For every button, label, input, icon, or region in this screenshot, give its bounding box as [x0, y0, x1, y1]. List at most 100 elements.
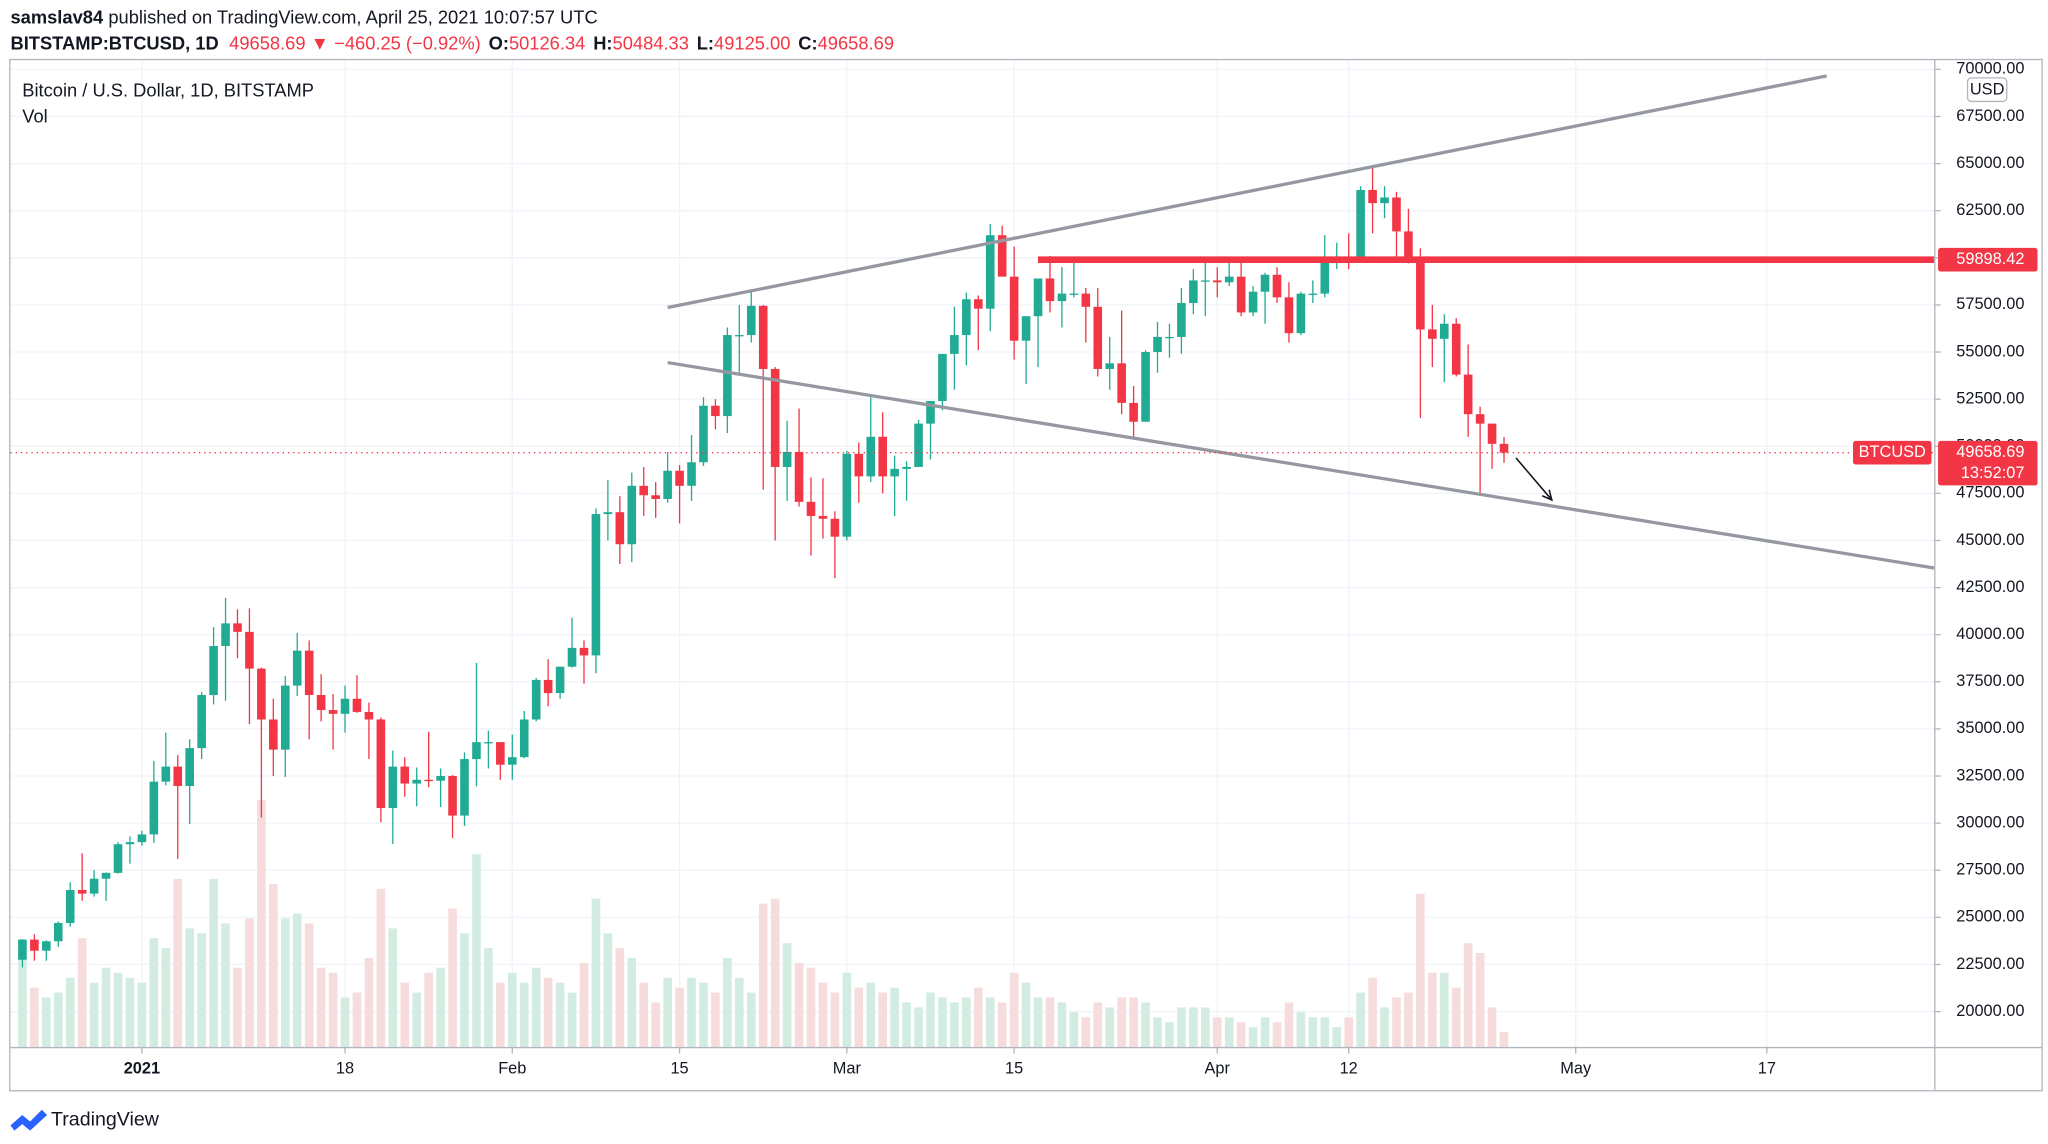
candle-body [137, 834, 147, 843]
candle-body [878, 436, 887, 477]
volume-bar [663, 977, 672, 1047]
volume-bar [770, 898, 780, 1047]
candle-body [388, 766, 398, 809]
publish-line: samslav84 published on TradingView.com, A… [10, 6, 597, 27]
volume-bar [567, 992, 577, 1047]
currency[interactable]: USD [1970, 81, 2005, 99]
candle-body [53, 922, 63, 942]
y-tick-label: 57500.00 [1956, 295, 2024, 313]
candle-body [615, 512, 625, 545]
price-label-box [1938, 247, 2038, 272]
candle-body [997, 235, 1007, 277]
candle-body [1033, 278, 1043, 317]
candle-body [484, 742, 493, 744]
last-price-label: 49658.69 [1956, 443, 2024, 461]
ohlc-label: L: [697, 32, 714, 53]
volume-bar [758, 903, 768, 1047]
y-tick-label: 47500.00 [1956, 484, 2024, 502]
volume-bar [1201, 1007, 1210, 1047]
volume-bar [1057, 1002, 1067, 1047]
candle-body [902, 466, 911, 469]
y-tick-label: 62500.00 [1956, 201, 2024, 219]
candle-body [1392, 197, 1401, 232]
currency-box[interactable] [1966, 77, 2008, 103]
candle-body [854, 453, 864, 477]
volume-bar [1260, 1017, 1270, 1047]
y-tick-label: 55000.00 [1956, 342, 2024, 360]
volume-bar [1093, 1002, 1103, 1047]
candle-body [651, 495, 660, 499]
volume-bar [161, 948, 171, 1047]
x-tick-label: Apr [1205, 1059, 1231, 1077]
candle-body [1416, 257, 1425, 330]
candle-body [1009, 276, 1019, 341]
candle-body [197, 694, 206, 749]
volume-bar [245, 918, 254, 1047]
candle-body [1368, 189, 1377, 204]
brand-logo[interactable]: TradingView [10, 1108, 160, 1131]
x-tick-label: 12 [1340, 1059, 1358, 1077]
candle-body [1475, 414, 1485, 424]
volume-bar [1332, 1027, 1342, 1047]
volume-bar [65, 977, 75, 1047]
volume-bar [830, 992, 840, 1047]
candle-body [101, 872, 111, 879]
volume-bar [950, 1002, 959, 1047]
volume-bar [746, 992, 756, 1047]
published: published on TradingView.com, April 25, … [108, 6, 597, 27]
candle-body [1045, 278, 1055, 302]
candle-body [1129, 402, 1138, 422]
y-tick-label: 42500.00 [1956, 578, 2024, 596]
volume-bar [1475, 953, 1485, 1047]
x-tick-label: 17 [1758, 1059, 1776, 1077]
volume-bar [1439, 972, 1449, 1047]
ohlc-value: 49658.69 [818, 32, 894, 53]
y-tick-label: 30000.00 [1956, 813, 2024, 831]
x-tick-label: 2021 [124, 1059, 160, 1077]
volume-bar [1129, 997, 1138, 1047]
volume-bar [30, 987, 39, 1047]
ohlc-value: 50484.33 [613, 32, 689, 53]
candle-body [507, 757, 517, 765]
volume-bar [1320, 1017, 1330, 1047]
brand[interactable]: TradingView [51, 1108, 160, 1130]
volume-bar [1344, 1017, 1353, 1047]
volume-bar [101, 967, 111, 1047]
volume-bar [328, 972, 338, 1047]
y-tick-label: 22500.00 [1956, 955, 2024, 973]
symbol: BITSTAMP:BTCUSD, 1D [10, 32, 218, 53]
candle-body [89, 878, 99, 894]
candle-body [1236, 276, 1246, 313]
candle-body [364, 711, 374, 720]
candle-body [233, 623, 242, 632]
candle-body [555, 666, 565, 694]
candle-body [950, 335, 959, 354]
volume-bar [185, 928, 194, 1047]
volume-bar [1141, 1002, 1150, 1047]
volume-bar [424, 972, 433, 1047]
volume-bar [53, 992, 63, 1047]
ohlc-value: 50126.34 [509, 32, 585, 53]
candle-body [985, 235, 995, 309]
candle-body [280, 685, 290, 750]
volume-bar [316, 967, 326, 1047]
change-arrow: ▼ [311, 32, 329, 53]
volume-bar [340, 997, 350, 1047]
candle-body [627, 485, 637, 545]
volume-bar [1308, 1017, 1318, 1047]
candle-body [161, 766, 171, 782]
volume-bar [1368, 977, 1377, 1047]
volume-bar [914, 1007, 923, 1047]
ohlc-label: C: [798, 32, 817, 53]
volume-bar [1451, 987, 1461, 1047]
candle-body [125, 842, 135, 845]
volume-layer [18, 799, 1509, 1047]
volume-bar [1224, 1017, 1234, 1047]
candle-body [770, 368, 780, 467]
candle-body [245, 631, 254, 669]
volume-bar [543, 977, 553, 1047]
volume-bar [866, 982, 876, 1047]
volume-bar [890, 987, 899, 1047]
candle-body [567, 647, 577, 667]
brand-icon[interactable] [10, 1109, 48, 1131]
